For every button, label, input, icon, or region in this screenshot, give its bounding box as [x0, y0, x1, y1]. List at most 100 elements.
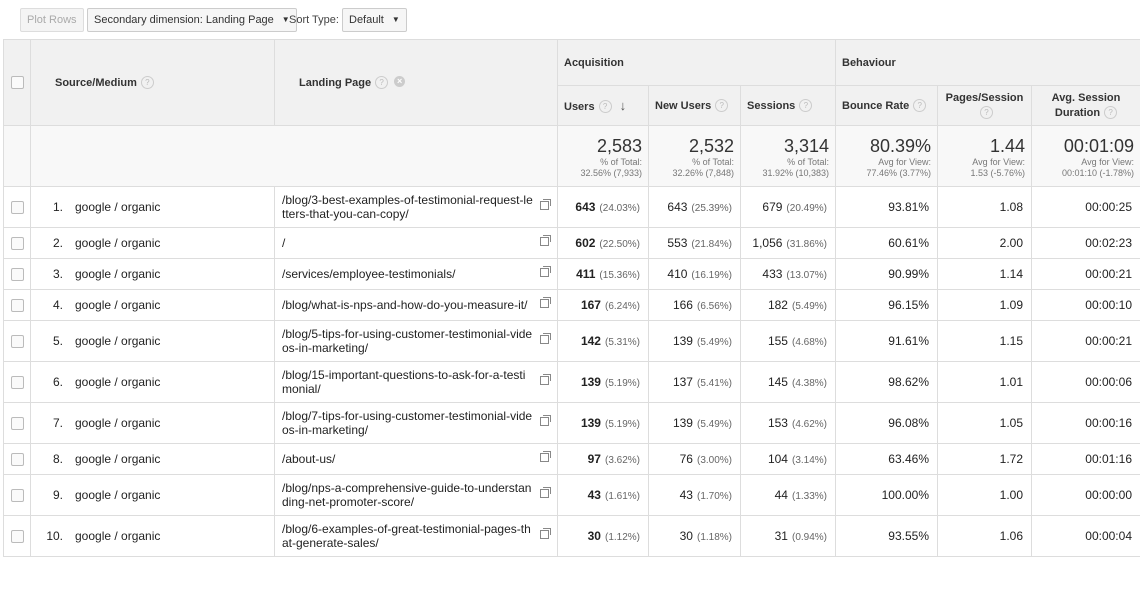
source-medium-link[interactable]: google / organic	[75, 236, 161, 250]
help-icon[interactable]: ?	[140, 76, 154, 89]
pages-session-cell: 1.01	[937, 361, 1032, 403]
row-index: 7.	[52, 416, 63, 430]
table-row: 9. google / organic /blog/nps-a-comprehen…	[3, 474, 1140, 516]
landing-page-link[interactable]: /about-us/	[282, 452, 336, 466]
source-medium-link[interactable]: google / organic	[75, 375, 161, 389]
sessions-value: 31	[774, 529, 788, 543]
sort-type-dropdown[interactable]: Default ▼	[342, 8, 407, 32]
row-checkbox[interactable]	[10, 530, 24, 544]
landing-page-link[interactable]: /blog/6-examples-of-great-testimonial-pa…	[282, 522, 531, 550]
report-table: Source/Medium? Landing Page? × Acquisitio…	[3, 39, 1140, 557]
sessions-value: 679	[762, 200, 783, 214]
row-checkbox[interactable]	[10, 376, 24, 390]
new-users-value: 410	[667, 267, 688, 281]
source-medium-link[interactable]: google / organic	[75, 488, 161, 502]
landing-page-link[interactable]: /blog/5-tips-for-using-customer-testimon…	[282, 327, 533, 355]
table-row: 7. google / organic /blog/7-tips-for-usin…	[3, 402, 1140, 444]
source-medium-link[interactable]: google / organic	[75, 529, 161, 543]
landing-page-link[interactable]: /blog/3-best-examples-of-testimonial-req…	[282, 193, 533, 221]
source-medium-link[interactable]: google / organic	[75, 298, 161, 312]
new-users-percent: (1.70%)	[696, 491, 732, 502]
row-checkbox[interactable]	[10, 489, 24, 503]
landing-page-cell: /blog/15-important-questions-to-ask-for-…	[274, 361, 558, 403]
secondary-dimension-dropdown[interactable]: Secondary dimension: Landing Page ▼	[87, 8, 297, 32]
pages-session-header[interactable]: Pages/Session?	[937, 85, 1032, 126]
landing-page-link[interactable]: /blog/nps-a-comprehensive-guide-to-under…	[282, 481, 532, 509]
sessions-cell: 31 (0.94%)	[740, 515, 836, 557]
open-in-new-window-icon[interactable]	[540, 266, 551, 277]
open-in-new-window-icon[interactable]	[540, 235, 551, 246]
source-medium-link[interactable]: google / organic	[75, 200, 161, 214]
bounce-rate-header[interactable]: Bounce Rate?	[835, 85, 938, 126]
sessions-cell: 1,056 (31.86%)	[740, 227, 836, 259]
landing-page-link[interactable]: /services/employee-testimonials/	[282, 267, 456, 281]
avg-duration-cell: 00:02:23	[1031, 227, 1140, 259]
sessions-value: 153	[767, 416, 788, 430]
users-cell: 411 (15.36%)	[557, 258, 649, 290]
landing-page-link[interactable]: /blog/what-is-nps-and-how-do-you-measure…	[282, 298, 528, 312]
help-icon[interactable]: ?	[1104, 105, 1118, 119]
source-medium-link[interactable]: google / organic	[75, 267, 161, 281]
open-in-new-window-icon[interactable]	[540, 528, 551, 539]
landing-page-cell: /blog/5-tips-for-using-customer-testimon…	[274, 320, 558, 362]
new-users-percent: (21.84%)	[691, 239, 732, 250]
source-medium-link[interactable]: google / organic	[75, 452, 161, 466]
report-toolbar: Plot Rows Secondary dimension: Landing P…	[0, 0, 1140, 38]
new-users-value: 553	[667, 236, 688, 250]
source-medium-header[interactable]: Source/Medium?	[30, 39, 275, 126]
landing-page-link[interactable]: /blog/7-tips-for-using-customer-testimon…	[282, 409, 533, 437]
open-in-new-window-icon[interactable]	[540, 199, 551, 210]
help-icon[interactable]: ?	[799, 99, 813, 112]
help-icon[interactable]: ?	[913, 99, 927, 112]
users-percent: (24.03%)	[599, 203, 640, 214]
users-percent: (5.19%)	[604, 378, 640, 389]
landing-page-header[interactable]: Landing Page? ×	[274, 39, 558, 126]
row-index: 10.	[46, 529, 63, 543]
source-medium-link[interactable]: google / organic	[75, 334, 161, 348]
row-checkbox[interactable]	[10, 335, 24, 349]
select-all-checkbox[interactable]	[10, 76, 24, 89]
open-in-new-window-icon[interactable]	[540, 451, 551, 462]
open-in-new-window-icon[interactable]	[540, 297, 551, 308]
open-in-new-window-icon[interactable]	[540, 487, 551, 498]
open-in-new-window-icon[interactable]	[540, 374, 551, 385]
row-index: 1.	[52, 200, 63, 214]
sessions-cell: 44 (1.33%)	[740, 474, 836, 516]
row-checkbox[interactable]	[10, 268, 24, 282]
new-users-header[interactable]: New Users?	[648, 85, 741, 126]
landing-page-link[interactable]: /blog/15-important-questions-to-ask-for-…	[282, 368, 526, 396]
avg-session-duration-header[interactable]: Avg. Session Duration?	[1031, 85, 1140, 126]
users-cell: 602 (22.50%)	[557, 227, 649, 259]
acquisition-label: Acquisition	[564, 56, 624, 69]
help-icon[interactable]: ?	[980, 105, 993, 119]
sessions-cell: 679 (20.49%)	[740, 186, 836, 228]
row-checkbox[interactable]	[10, 299, 24, 313]
source-medium-link[interactable]: google / organic	[75, 416, 161, 430]
new-users-percent: (5.49%)	[696, 337, 732, 348]
users-header[interactable]: Users? ↓	[557, 85, 649, 126]
open-in-new-window-icon[interactable]	[540, 333, 551, 344]
row-index: 9.	[52, 488, 63, 502]
new-users-value: 166	[672, 298, 693, 312]
plot-rows-button[interactable]: Plot Rows	[20, 8, 84, 32]
bounce-rate-cell: 98.62%	[835, 361, 938, 403]
landing-page-link[interactable]: /	[282, 236, 286, 250]
sessions-header[interactable]: Sessions?	[740, 85, 836, 126]
help-icon[interactable]: ?	[715, 99, 729, 112]
landing-page-cell: /services/employee-testimonials/	[274, 258, 558, 290]
new-users-cell: 553 (21.84%)	[648, 227, 741, 259]
row-index: 2.	[52, 236, 63, 250]
row-checkbox[interactable]	[10, 237, 24, 251]
row-checkbox[interactable]	[10, 417, 24, 431]
users-cell: 139 (5.19%)	[557, 402, 649, 444]
source-medium-cell: 9. google / organic	[30, 474, 275, 516]
open-in-new-window-icon[interactable]	[540, 415, 551, 426]
row-checkbox[interactable]	[10, 201, 24, 215]
help-icon[interactable]: ?	[375, 76, 389, 89]
row-index: 8.	[52, 452, 63, 466]
users-percent: (6.24%)	[604, 301, 640, 312]
users-cell: 43 (1.61%)	[557, 474, 649, 516]
help-icon[interactable]: ?	[598, 100, 612, 113]
remove-dimension-icon[interactable]: ×	[394, 76, 406, 87]
row-checkbox[interactable]	[10, 453, 24, 467]
